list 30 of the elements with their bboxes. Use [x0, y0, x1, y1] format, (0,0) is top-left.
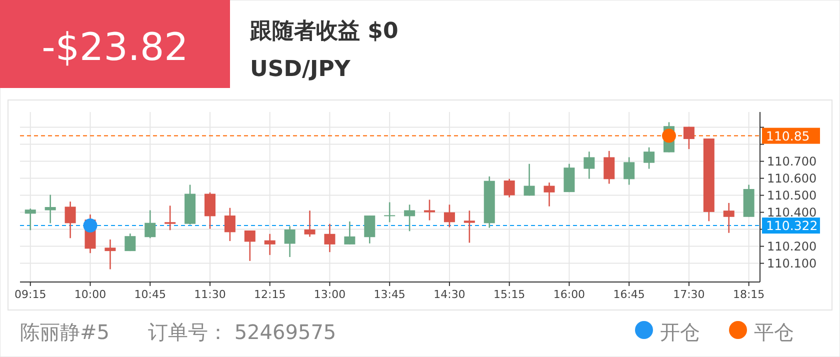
x-tick-label: 10:45: [134, 288, 166, 301]
x-tick-label: 13:45: [374, 288, 406, 301]
x-tick-label: 09:15: [14, 288, 46, 301]
text: 跟随者收益 $0: [249, 19, 398, 44]
x-tick-label: 15:15: [493, 288, 526, 301]
legend-item: 平仓: [729, 320, 794, 344]
x-tick-label: 14:30: [434, 288, 466, 301]
legend-label: 平仓: [754, 320, 794, 344]
y-tick-label: 110.600: [767, 171, 817, 186]
y-tick-label: 110.700: [767, 154, 817, 168]
chart-title: USD/JPY: [250, 57, 352, 82]
text: -$23.82: [42, 25, 188, 69]
x-tick-label: 13:00: [314, 288, 346, 301]
ref-line-label: 110.322: [766, 218, 818, 234]
legend-item: 开仓: [635, 320, 700, 344]
x-tick-label: 16:45: [613, 288, 645, 301]
x-tick-label: 10:00: [74, 288, 106, 301]
ref-line-label: 110.85: [766, 128, 810, 144]
x-tick-label: 11:30: [194, 288, 226, 301]
x-tick-label: 16:00: [553, 288, 586, 301]
y-tick-label: 110.500: [767, 188, 817, 202]
y-tick-label: 110.100: [767, 256, 817, 270]
x-tick-label: 17:30: [673, 288, 705, 301]
y-tick-label: 110.200: [767, 239, 817, 254]
x-tick-label: 12:15: [254, 288, 286, 301]
y-tick-label: 110.400: [767, 205, 817, 220]
text: 陈丽静#5: [20, 320, 110, 344]
text: 订单号： 52469575: [148, 320, 336, 344]
legend-label: 开仓: [660, 320, 700, 344]
x-tick-label: 18:15: [732, 288, 765, 301]
